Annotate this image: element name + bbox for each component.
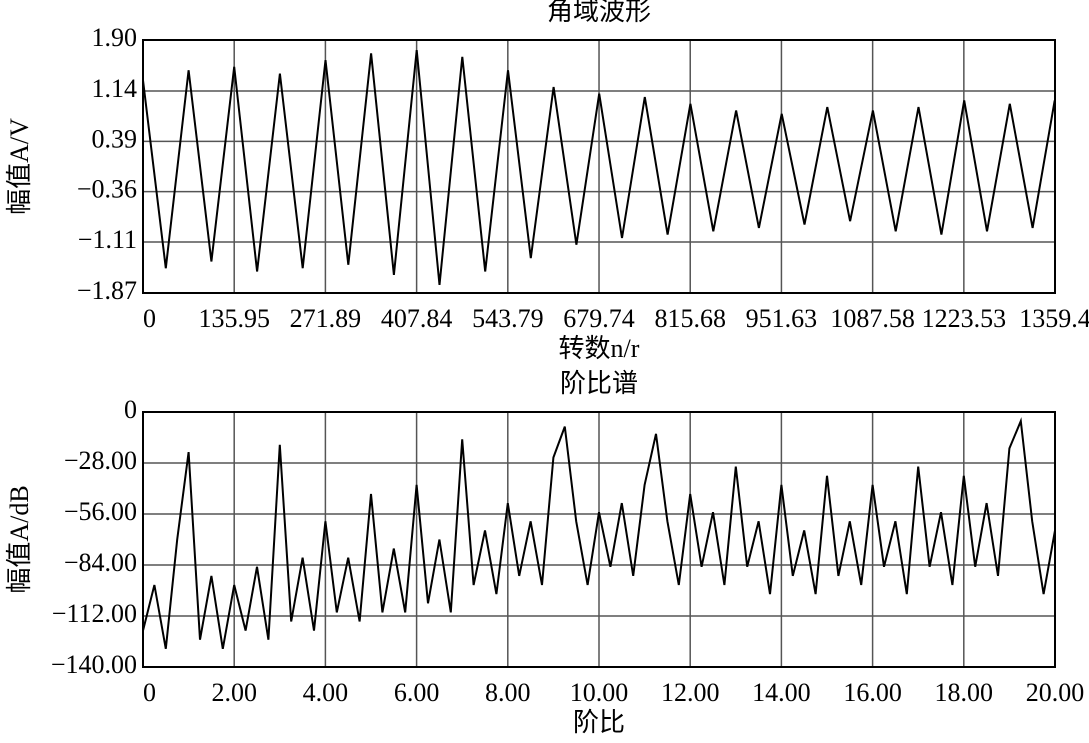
data-line — [142, 49, 1056, 285]
x-tick-label: 6.00 — [394, 678, 440, 707]
y-tick-label: −1.11 — [78, 225, 137, 254]
y-axis-label: 幅值A/dB — [5, 485, 34, 593]
x-tick-label: 543.79 — [472, 304, 544, 333]
y-tick-label: −1.87 — [77, 276, 137, 305]
x-tick-label: 18.00 — [935, 678, 994, 707]
x-tick-label: 1359.4 — [1019, 304, 1089, 333]
y-axis-label: 幅值A/V — [5, 118, 34, 215]
x-tick-label: 1223.53 — [922, 304, 1007, 333]
x-tick-label: 20.00 — [1026, 678, 1085, 707]
chart-title: 阶比谱 — [560, 369, 638, 398]
x-tick-label: 135.95 — [198, 304, 270, 333]
y-tick-label: 0 — [124, 395, 137, 424]
x-tick-label: 815.68 — [654, 304, 726, 333]
y-tick-label: −0.36 — [77, 175, 137, 204]
y-tick-label: −28.00 — [64, 446, 137, 475]
x-tick-label: 4.00 — [303, 678, 349, 707]
plot-frame — [142, 411, 1056, 668]
y-tick-label: −140.00 — [51, 650, 137, 679]
x-tick-label: 271.89 — [290, 304, 362, 333]
x-tick-label: 10.00 — [570, 678, 629, 707]
x-tick-label: 679.74 — [563, 304, 635, 333]
x-tick-label: 951.63 — [746, 304, 818, 333]
plot-frame — [142, 39, 1056, 294]
x-tick-label: 0 — [143, 304, 156, 333]
y-tick-label: −112.00 — [52, 599, 137, 628]
x-tick-label: 12.00 — [661, 678, 720, 707]
data-line — [142, 417, 1056, 649]
y-tick-label: 0.39 — [92, 124, 138, 153]
y-tick-label: 1.14 — [92, 74, 138, 103]
y-tick-label: 1.90 — [92, 23, 138, 52]
x-tick-label: 407.84 — [381, 304, 453, 333]
y-tick-label: −56.00 — [64, 497, 137, 526]
x-tick-label: 2.00 — [211, 678, 257, 707]
x-tick-label: 1087.58 — [830, 304, 915, 333]
x-axis-label: 转数n/r — [559, 334, 640, 363]
chart-title: 角域波形 — [547, 0, 651, 26]
x-tick-label: 0 — [143, 678, 156, 707]
y-tick-label: −84.00 — [64, 548, 137, 577]
x-tick-label: 8.00 — [485, 678, 531, 707]
x-tick-label: 14.00 — [752, 678, 811, 707]
x-axis-label: 阶比 — [573, 708, 625, 737]
x-tick-label: 16.00 — [843, 678, 902, 707]
